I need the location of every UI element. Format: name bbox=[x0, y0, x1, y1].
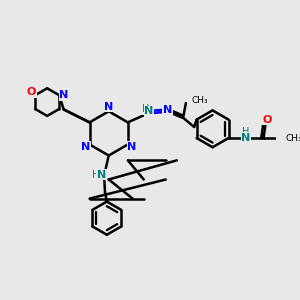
Text: O: O bbox=[27, 87, 36, 98]
Text: N: N bbox=[104, 102, 113, 112]
Text: O: O bbox=[262, 115, 272, 124]
Text: CH₃: CH₃ bbox=[286, 134, 300, 142]
Text: N: N bbox=[144, 106, 154, 116]
Text: H: H bbox=[142, 104, 149, 115]
Text: N: N bbox=[81, 142, 90, 152]
Text: H: H bbox=[92, 170, 100, 180]
Text: N: N bbox=[97, 170, 106, 180]
Text: N: N bbox=[59, 90, 68, 100]
Text: N: N bbox=[242, 133, 251, 143]
Text: CH₃: CH₃ bbox=[191, 96, 208, 105]
Text: N: N bbox=[163, 105, 172, 116]
Text: N: N bbox=[127, 142, 136, 152]
Text: H: H bbox=[242, 128, 250, 137]
